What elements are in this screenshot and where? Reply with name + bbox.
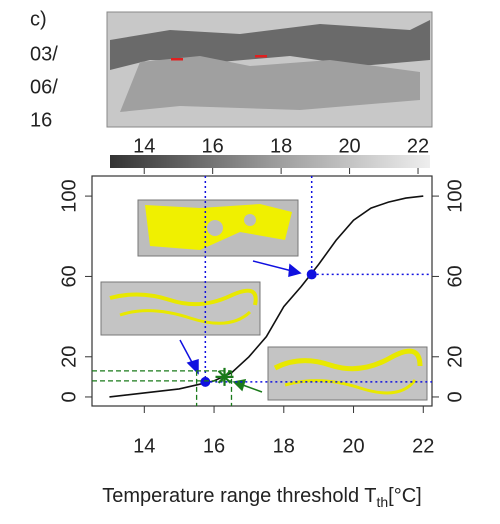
y-tick-label: 20 [444,346,466,368]
thermal-image [106,11,433,128]
y-tick-label: 60 [444,265,466,287]
colorbar [110,155,430,168]
inset [137,199,299,257]
x-tick-label: 22 [412,435,434,457]
x-axis-label: Temperature range threshold Tth[°C] [102,485,421,509]
star-marker [215,367,234,386]
y-tick-label: 100 [58,179,80,212]
colorbar-tick-label: 18 [270,135,292,157]
y-tick-label: 0 [58,391,80,402]
inset [100,281,261,336]
colorbar-tick-label: 16 [202,135,224,157]
point-marker [306,269,317,280]
x-label-unit: [°C] [388,485,422,507]
point-marker [200,376,211,387]
x-label-sub: th [376,494,388,510]
colorbar-tick-label: 20 [338,135,360,157]
x-tick-label: 16 [203,435,225,457]
x-label-text: Temperature range threshold T [102,485,376,507]
x-tick-label: 20 [342,435,364,457]
y-tick-label: 20 [58,346,80,368]
y-tick-label: 100 [444,179,466,212]
y-tick-label: 60 [58,265,80,287]
colorbar-tick-label: 22 [407,135,429,157]
curve [109,195,424,398]
date-line: 03/ [30,43,58,65]
arrow [232,379,263,393]
x-tick-label: 14 [133,435,155,457]
colorbar-tick-label: 14 [133,135,155,157]
date-line: 16 [30,109,52,131]
plot-frame [91,175,433,407]
panel-label: c) [30,8,47,30]
arrow [179,260,302,375]
date-line: 06/ [30,76,58,98]
x-tick-label: 18 [273,435,295,457]
y-tick-label: 0 [444,391,466,402]
inset [267,346,428,401]
